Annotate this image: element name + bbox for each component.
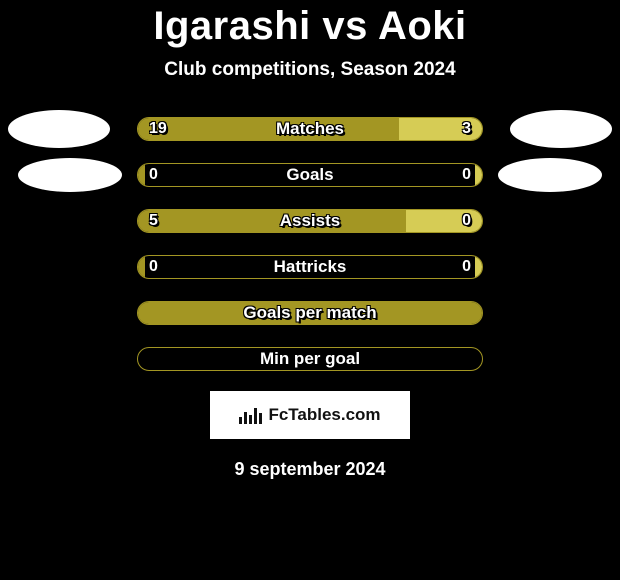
stat-label: Hattricks xyxy=(138,256,482,278)
brand-badge[interactable]: FcTables.com xyxy=(210,391,410,439)
stat-row: Min per goal xyxy=(0,347,620,371)
bar-right-fill xyxy=(406,210,482,232)
player-right-avatar xyxy=(510,110,612,148)
stat-right-value: 0 xyxy=(462,164,471,186)
stat-bar: Goals0 0 xyxy=(137,163,483,187)
bar-left-fill xyxy=(138,302,482,324)
stat-rows: Matches193Goals00Assists50Hattricks00Goa… xyxy=(0,117,620,371)
stat-label: Goals xyxy=(138,164,482,186)
player-left-avatar xyxy=(18,158,122,192)
stat-bar: Min per goal xyxy=(137,347,483,371)
stat-bar: Matches193 xyxy=(137,117,483,141)
bar-left-fill xyxy=(138,118,399,140)
page-title: Igarashi vs Aoki xyxy=(153,4,466,49)
stat-label: Min per goal xyxy=(138,348,482,370)
stat-bar: Goals per match xyxy=(137,301,483,325)
brand-text: FcTables.com xyxy=(268,405,380,425)
player-left-avatar xyxy=(8,110,110,148)
bar-left-fill xyxy=(138,164,145,186)
comparison-card: Igarashi vs Aoki Club competitions, Seas… xyxy=(0,0,620,480)
stat-bar: Assists50 xyxy=(137,209,483,233)
stat-row: Assists50 xyxy=(0,209,620,233)
bar-right-fill xyxy=(399,118,482,140)
bar-right-fill xyxy=(475,256,482,278)
stat-row: Goals0 0 xyxy=(0,163,620,187)
stat-row: Goals per match xyxy=(0,301,620,325)
player-right-avatar xyxy=(498,158,602,192)
chart-bars-icon xyxy=(239,406,262,424)
stat-right-value: 0 xyxy=(462,256,471,278)
stat-left-value: 0 xyxy=(149,256,158,278)
bar-right-fill xyxy=(475,164,482,186)
stat-row: Matches193 xyxy=(0,117,620,141)
bar-left-fill xyxy=(138,210,406,232)
stat-left-value: 0 xyxy=(149,164,158,186)
date-label: 9 september 2024 xyxy=(234,459,385,480)
subtitle: Club competitions, Season 2024 xyxy=(164,59,455,81)
stat-row: Hattricks0 0 xyxy=(0,255,620,279)
bar-left-fill xyxy=(138,256,145,278)
stat-bar: Hattricks0 0 xyxy=(137,255,483,279)
